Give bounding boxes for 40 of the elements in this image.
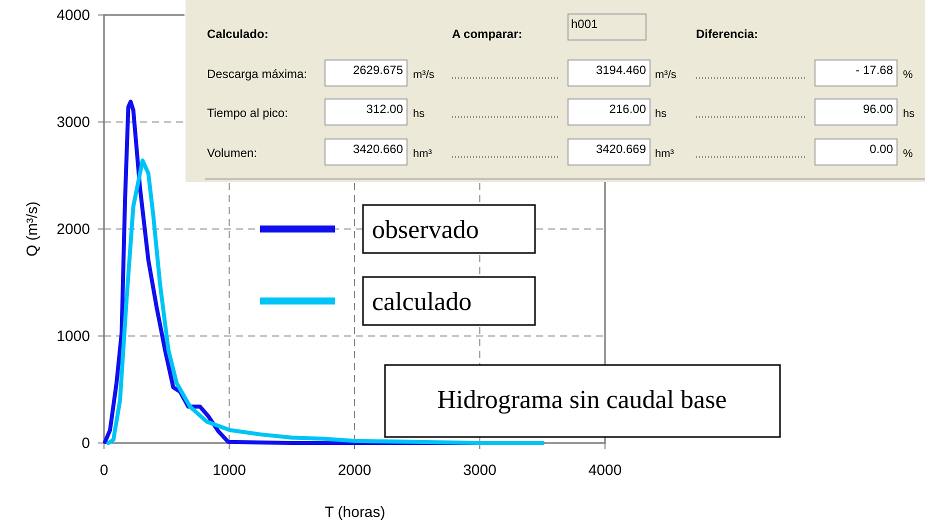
annotation: Descarga máxima: [207, 67, 308, 81]
annotation: Tiempo al pico: [207, 106, 288, 120]
annotation: h001 [571, 17, 598, 31]
legend-label: observado [372, 215, 479, 244]
text: Diferencia: [696, 27, 758, 41]
y-tick-label: 3000 [56, 114, 90, 131]
annotation: A comparar: [452, 27, 522, 41]
text: hm³ [655, 148, 674, 160]
y-axis-title: Q (m³/s) [24, 202, 41, 256]
x-tick-label: 4000 [588, 462, 622, 479]
legend-label: calculado [372, 287, 472, 316]
y-tick-label: 4000 [56, 7, 90, 24]
text: % [903, 69, 913, 81]
annotation: 3194.460 [596, 63, 646, 77]
annotation: Hidrograma sin caudal base [437, 385, 727, 414]
text: % [903, 148, 913, 160]
x-tick-label: 2000 [338, 462, 372, 479]
annotation: 3420.660 [352, 142, 404, 156]
annotation: m³/s [413, 69, 435, 81]
y-tick-label: 0 [82, 435, 90, 452]
x-tick-label: 0 [100, 462, 108, 479]
text: 0.00 [870, 142, 894, 156]
text: - 17.68 [856, 63, 894, 77]
y-tick-label: 2000 [56, 221, 90, 238]
x-axis-title: T (horas) [324, 504, 386, 520]
annotation: Volumen: [207, 146, 258, 160]
text: 96.00 [862, 102, 894, 116]
annotation: Calculado: [207, 27, 268, 41]
text: hs [903, 108, 916, 120]
annotation: 312.00 [366, 102, 404, 116]
annotation: hs [413, 108, 426, 120]
text: hs [655, 108, 668, 120]
text: m³/s [655, 69, 677, 81]
annotation: 3420.669 [596, 142, 646, 156]
annotation: 2629.675 [352, 63, 404, 77]
annotation: hm³ [413, 148, 432, 160]
x-tick-label: 3000 [463, 462, 496, 479]
y-tick-label: 1000 [56, 328, 90, 345]
text: 216.00 [609, 102, 646, 116]
x-tick-label: 1000 [212, 462, 246, 479]
